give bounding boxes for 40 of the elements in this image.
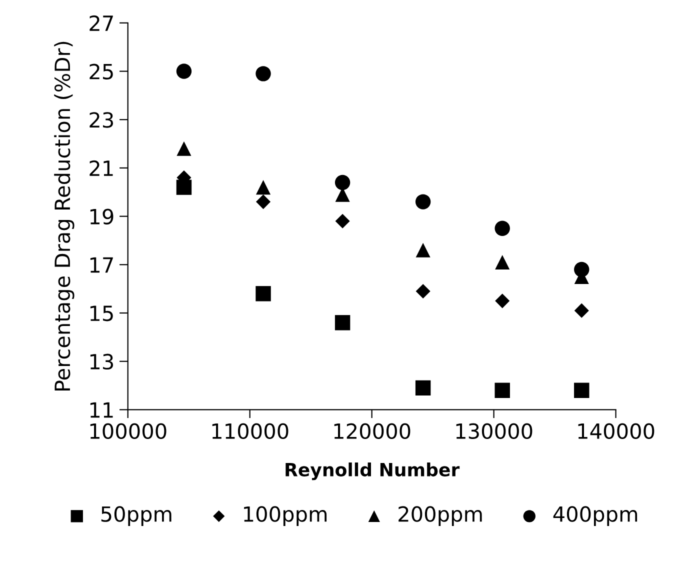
point: [574, 382, 590, 398]
legend-label: 400ppm: [553, 506, 638, 526]
point: [494, 220, 510, 236]
point: [495, 294, 510, 308]
point: [416, 242, 430, 258]
point: [256, 194, 271, 210]
x-tick-label: 130000: [456, 423, 532, 440]
point: [256, 180, 271, 195]
point: [416, 284, 430, 299]
y-tick-label: 27: [90, 15, 113, 31]
point: [574, 303, 589, 318]
y-tick-label: 21: [90, 160, 113, 176]
y-tick-label: 17: [90, 257, 113, 273]
x-tick-label: 100000: [90, 423, 166, 440]
point: [415, 194, 431, 210]
y-tick-label: 11: [90, 402, 113, 418]
legend-label: 100ppm: [244, 506, 327, 526]
point: [176, 141, 192, 156]
x-tick-label: 140000: [578, 423, 654, 440]
y-axis-title: Percentage Drag Reduction (%Dr): [54, 42, 74, 390]
y-tick-label: 15: [90, 306, 113, 322]
point: [335, 214, 350, 228]
legend-label: 200ppm: [398, 506, 482, 526]
y-tick-label: 19: [90, 208, 114, 225]
point: [574, 262, 590, 278]
y-tick-label: 23: [90, 112, 114, 128]
x-tick-label: 110000: [212, 423, 288, 440]
x-axis-title: Reynolld Number: [286, 462, 460, 480]
point: [494, 382, 510, 398]
point: [256, 66, 271, 82]
point: [334, 174, 350, 190]
point: [334, 315, 350, 330]
legend-label: 50ppm: [101, 506, 172, 526]
y-tick-label: 13: [90, 354, 114, 370]
point: [256, 286, 271, 302]
y-tick-label: 25: [90, 64, 113, 80]
x-tick-label: 120000: [334, 423, 410, 440]
point: [415, 380, 431, 396]
point: [176, 64, 192, 79]
point: [495, 254, 510, 270]
